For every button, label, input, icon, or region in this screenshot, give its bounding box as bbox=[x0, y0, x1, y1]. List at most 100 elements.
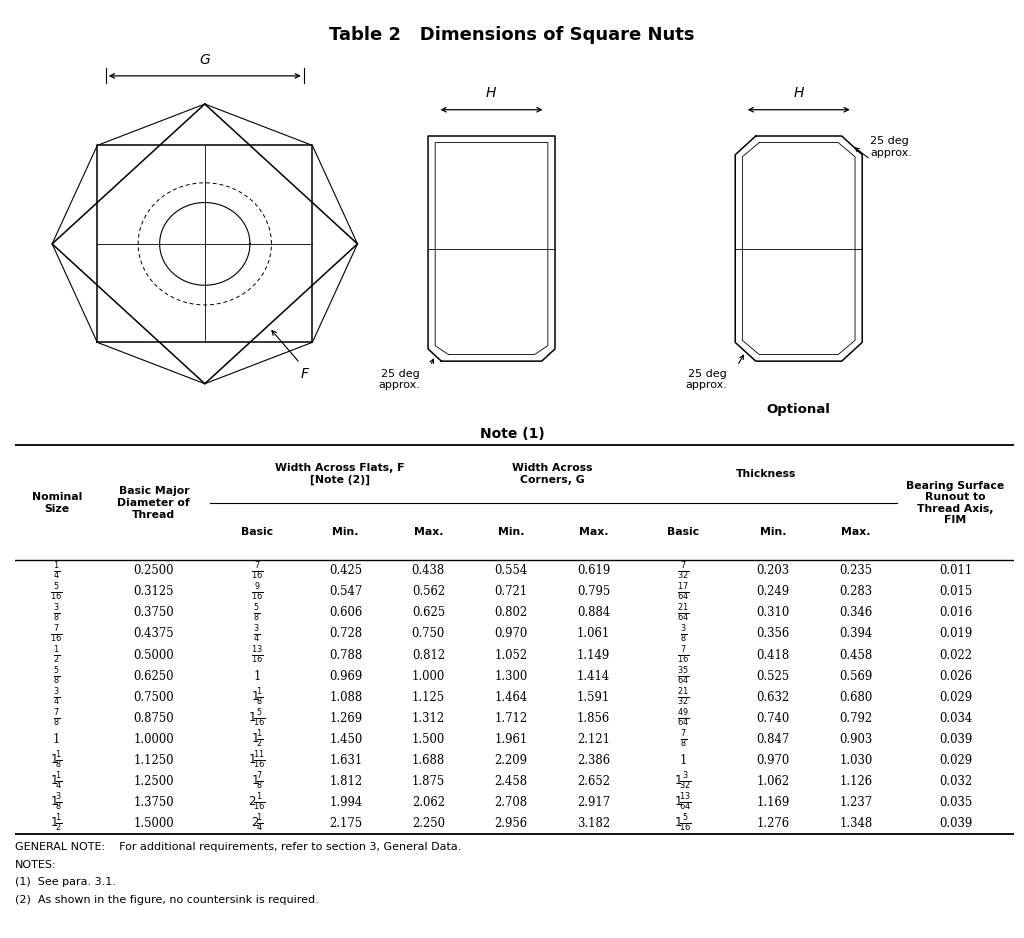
Text: 1.500: 1.500 bbox=[412, 733, 445, 746]
Text: $1\!\frac{5}{16}$: $1\!\frac{5}{16}$ bbox=[248, 707, 266, 729]
Text: 0.418: 0.418 bbox=[757, 648, 790, 661]
Text: 1.237: 1.237 bbox=[840, 795, 872, 809]
Text: $\frac{3}{4}$: $\frac{3}{4}$ bbox=[254, 623, 261, 644]
Text: 0.034: 0.034 bbox=[939, 712, 972, 725]
Text: 25 deg
approx.: 25 deg approx. bbox=[378, 369, 420, 390]
Text: $\frac{35}{64}$: $\frac{35}{64}$ bbox=[677, 665, 689, 687]
Text: Optional: Optional bbox=[767, 403, 830, 416]
Text: $1\!\frac{1}{2}$: $1\!\frac{1}{2}$ bbox=[50, 812, 63, 834]
Text: Width Across
Corners, G: Width Across Corners, G bbox=[512, 463, 593, 485]
Text: $1\!\frac{5}{16}$: $1\!\frac{5}{16}$ bbox=[675, 812, 692, 834]
Text: 0.3125: 0.3125 bbox=[133, 585, 174, 598]
Text: 1.631: 1.631 bbox=[329, 754, 362, 766]
Text: 0.547: 0.547 bbox=[329, 585, 362, 598]
Text: 2.652: 2.652 bbox=[577, 775, 610, 788]
Text: Min.: Min. bbox=[333, 526, 359, 537]
Text: (1)  See para. 3.1.: (1) See para. 3.1. bbox=[15, 877, 117, 887]
Text: 1.3750: 1.3750 bbox=[133, 795, 174, 809]
Text: 1.1250: 1.1250 bbox=[133, 754, 174, 766]
Text: 1.348: 1.348 bbox=[840, 817, 872, 830]
Text: 0.792: 0.792 bbox=[840, 712, 872, 725]
Text: 0.795: 0.795 bbox=[577, 585, 610, 598]
Text: Nominal
Size: Nominal Size bbox=[32, 492, 82, 514]
Text: 2.062: 2.062 bbox=[412, 795, 444, 809]
Text: $\frac{17}{64}$: $\frac{17}{64}$ bbox=[677, 582, 689, 603]
Text: 1.961: 1.961 bbox=[495, 733, 527, 746]
Text: $\frac{5}{8}$: $\frac{5}{8}$ bbox=[53, 665, 60, 687]
Text: Thickness: Thickness bbox=[736, 469, 797, 479]
Text: $1\!\frac{1}{8}$: $1\!\frac{1}{8}$ bbox=[251, 687, 263, 708]
Text: 1.276: 1.276 bbox=[757, 817, 790, 830]
Text: $\frac{49}{64}$: $\frac{49}{64}$ bbox=[677, 707, 689, 729]
Text: GENERAL NOTE:    For additional requirements, refer to section 3, General Data.: GENERAL NOTE: For additional requirement… bbox=[15, 842, 462, 852]
Text: $1\!\frac{11}{16}$: $1\!\frac{11}{16}$ bbox=[248, 749, 266, 771]
Text: 1.688: 1.688 bbox=[412, 754, 445, 766]
Text: 0.788: 0.788 bbox=[329, 648, 362, 661]
Text: 2.956: 2.956 bbox=[495, 817, 527, 830]
Text: 1: 1 bbox=[680, 754, 687, 766]
Text: (2)  As shown in the figure, no countersink is required.: (2) As shown in the figure, no countersi… bbox=[15, 895, 319, 904]
Text: $\frac{7}{8}$: $\frac{7}{8}$ bbox=[53, 707, 60, 729]
Text: $F$: $F$ bbox=[300, 367, 310, 381]
Text: 1.875: 1.875 bbox=[412, 775, 445, 788]
Text: 0.310: 0.310 bbox=[757, 607, 790, 619]
Text: 1.812: 1.812 bbox=[329, 775, 362, 788]
Text: 2.458: 2.458 bbox=[495, 775, 527, 788]
Text: 1.000: 1.000 bbox=[412, 670, 445, 683]
Text: $\frac{7}{32}$: $\frac{7}{32}$ bbox=[677, 560, 689, 582]
Text: 0.346: 0.346 bbox=[840, 607, 872, 619]
Text: $\frac{1}{2}$: $\frac{1}{2}$ bbox=[53, 644, 60, 666]
Text: 0.039: 0.039 bbox=[939, 733, 972, 746]
Text: $1\!\frac{3}{8}$: $1\!\frac{3}{8}$ bbox=[50, 792, 63, 813]
Text: Basic: Basic bbox=[668, 526, 699, 537]
Text: Basic: Basic bbox=[241, 526, 273, 537]
Text: 0.015: 0.015 bbox=[939, 585, 972, 598]
Text: 0.458: 0.458 bbox=[840, 648, 872, 661]
Text: 1.169: 1.169 bbox=[757, 795, 790, 809]
Text: NOTES:: NOTES: bbox=[15, 859, 57, 870]
Text: 0.625: 0.625 bbox=[412, 607, 444, 619]
Text: 0.438: 0.438 bbox=[412, 565, 445, 578]
Text: 25 deg
approx.: 25 deg approx. bbox=[870, 136, 912, 158]
Text: 0.721: 0.721 bbox=[495, 585, 527, 598]
Text: $1\!\frac{3}{32}$: $1\!\frac{3}{32}$ bbox=[675, 770, 692, 792]
Text: 0.569: 0.569 bbox=[840, 670, 872, 683]
Text: $\frac{7}{8}$: $\frac{7}{8}$ bbox=[680, 728, 687, 750]
Text: 0.7500: 0.7500 bbox=[133, 690, 174, 704]
Text: 0.728: 0.728 bbox=[329, 628, 362, 641]
Text: Max.: Max. bbox=[579, 526, 608, 537]
Text: 0.740: 0.740 bbox=[757, 712, 790, 725]
Text: 1.5000: 1.5000 bbox=[133, 817, 174, 830]
Text: 0.680: 0.680 bbox=[840, 690, 872, 704]
Text: $\frac{7}{16}$: $\frac{7}{16}$ bbox=[677, 644, 689, 666]
Text: $1\!\frac{1}{4}$: $1\!\frac{1}{4}$ bbox=[50, 770, 63, 792]
Text: 0.6250: 0.6250 bbox=[133, 670, 174, 683]
Text: Max.: Max. bbox=[414, 526, 443, 537]
Text: 0.2500: 0.2500 bbox=[133, 565, 174, 578]
Text: $\frac{5}{8}$: $\frac{5}{8}$ bbox=[254, 602, 261, 624]
Text: $\frac{1}{4}$: $\frac{1}{4}$ bbox=[53, 560, 60, 582]
Text: 2.250: 2.250 bbox=[412, 817, 444, 830]
Text: $1\!\frac{1}{8}$: $1\!\frac{1}{8}$ bbox=[50, 749, 63, 771]
Text: 0.235: 0.235 bbox=[840, 565, 872, 578]
Text: 0.203: 0.203 bbox=[757, 565, 790, 578]
Text: Width Across Flats, F
[Note (2)]: Width Across Flats, F [Note (2)] bbox=[274, 463, 404, 485]
Text: $H$: $H$ bbox=[793, 86, 805, 100]
Text: 1.149: 1.149 bbox=[577, 648, 610, 661]
Text: 3.182: 3.182 bbox=[577, 817, 610, 830]
Text: 0.283: 0.283 bbox=[840, 585, 872, 598]
Text: 0.525: 0.525 bbox=[757, 670, 790, 683]
Text: $\frac{5}{16}$: $\frac{5}{16}$ bbox=[50, 582, 62, 603]
Text: $\frac{7}{16}$: $\frac{7}{16}$ bbox=[251, 560, 263, 582]
Text: 0.619: 0.619 bbox=[577, 565, 610, 578]
Text: 1.125: 1.125 bbox=[412, 690, 444, 704]
Text: 2.121: 2.121 bbox=[577, 733, 610, 746]
Text: 2.175: 2.175 bbox=[329, 817, 362, 830]
Text: 1.126: 1.126 bbox=[840, 775, 872, 788]
Text: $2\!\frac{1}{16}$: $2\!\frac{1}{16}$ bbox=[248, 792, 266, 813]
Text: 0.3750: 0.3750 bbox=[133, 607, 174, 619]
Text: 0.035: 0.035 bbox=[939, 795, 972, 809]
Text: 0.019: 0.019 bbox=[939, 628, 972, 641]
Text: 1.300: 1.300 bbox=[495, 670, 527, 683]
Text: 0.562: 0.562 bbox=[412, 585, 444, 598]
